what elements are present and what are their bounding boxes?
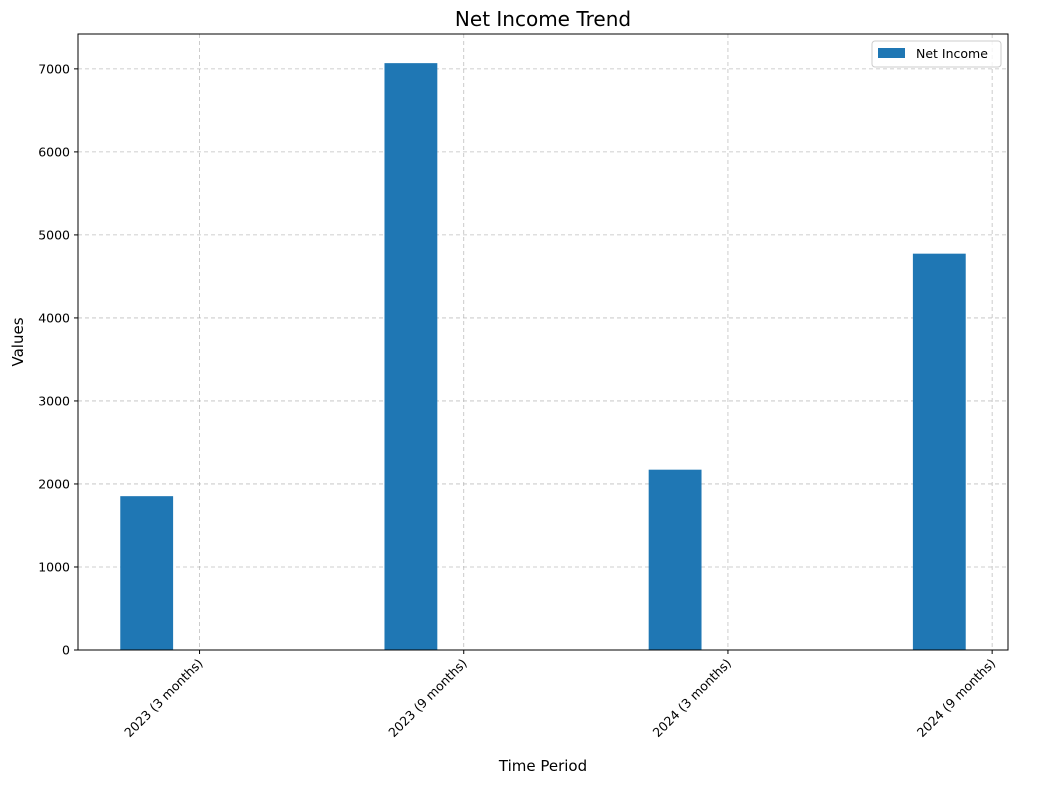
legend-box [871, 40, 1002, 68]
x-tick-label: 2023 (9 months) [385, 656, 470, 741]
x-tick-label: 2023 (3 months) [121, 656, 206, 741]
x-axis-label: Time Period [498, 757, 587, 775]
legend-swatch [878, 48, 905, 58]
chart-title: Net Income Trend [455, 7, 631, 31]
x-tick-label: 2024 (3 months) [650, 656, 735, 741]
legend: Net Income [871, 40, 1002, 68]
bar [384, 63, 438, 650]
y-tick-label: 6000 [38, 144, 70, 159]
bar [120, 496, 174, 650]
y-tick-label: 0 [62, 643, 70, 658]
legend-label: Net Income [916, 46, 988, 61]
y-tick-label: 7000 [38, 61, 70, 76]
bars [120, 63, 966, 651]
grid [78, 34, 1008, 651]
x-axis: 2023 (3 months) 2023 (9 months) 2024 (3 mo… [121, 650, 998, 740]
x-tick-label: 2024 (9 months) [914, 656, 999, 741]
y-tick-label: 1000 [38, 559, 70, 574]
y-tick-label: 4000 [38, 310, 70, 325]
y-tick-label: 3000 [38, 393, 70, 408]
y-tick-label: 2000 [38, 476, 70, 491]
y-axis: 0 1000 2000 3000 4000 5000 6000 7000 [38, 61, 78, 658]
y-axis-label: Values [9, 317, 27, 366]
bar [648, 469, 702, 650]
bar [912, 253, 966, 651]
y-tick-label: 5000 [38, 227, 70, 242]
plot-frame [77, 33, 1009, 651]
